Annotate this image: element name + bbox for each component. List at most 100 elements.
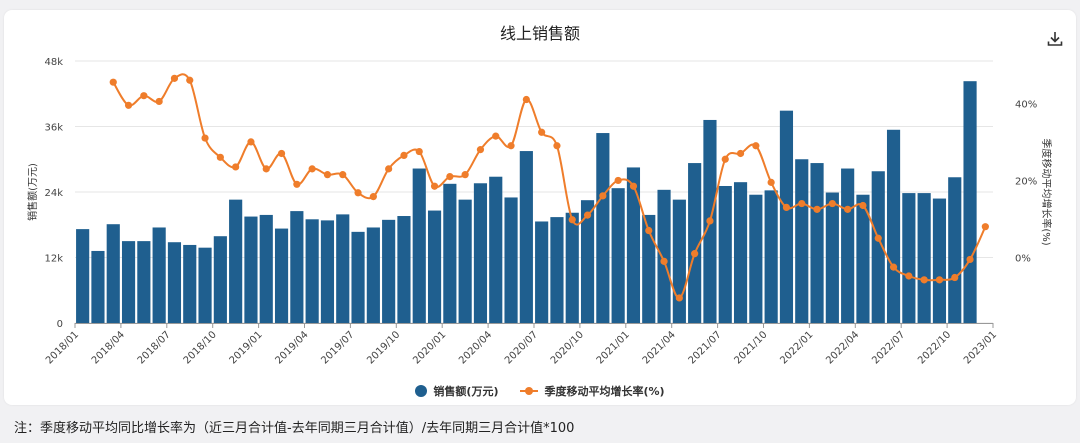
growth-point — [981, 223, 989, 231]
bar — [458, 199, 472, 323]
bar — [611, 188, 625, 323]
bar — [504, 197, 518, 323]
bar — [91, 250, 105, 323]
growth-point — [691, 250, 699, 258]
bar — [932, 198, 947, 323]
bar — [535, 221, 549, 323]
growth-point — [920, 276, 928, 284]
growth-line — [112, 73, 987, 299]
bar — [948, 177, 962, 323]
x-tick-label: 2020/01 — [411, 329, 448, 366]
bar — [229, 199, 243, 323]
y-axis-title: 销售额(万元) — [26, 163, 39, 221]
growth-point — [109, 78, 117, 86]
bar — [137, 241, 151, 323]
bar — [871, 171, 885, 323]
legend-item-sales[interactable]: 销售额(万元) — [415, 383, 498, 399]
growth-point — [293, 180, 301, 188]
y2-tick-label: 40% — [1015, 99, 1037, 110]
bar — [336, 214, 350, 323]
growth-point — [140, 92, 148, 100]
bar — [213, 236, 227, 323]
legend-label-growth: 季度移动平均增长率(%) — [544, 385, 665, 398]
legend-bar-swatch — [415, 385, 428, 397]
growth-point — [905, 272, 913, 280]
x-tick-label: 2022/07 — [870, 329, 907, 366]
bar — [733, 182, 748, 323]
chart-title: 线上销售额 — [499, 24, 580, 43]
bar — [856, 194, 870, 323]
bar — [550, 217, 564, 323]
growth-point — [583, 211, 592, 219]
bar — [718, 185, 732, 323]
growth-point — [262, 165, 270, 173]
bar — [565, 212, 579, 323]
growth-point — [599, 192, 607, 200]
bar — [412, 168, 426, 323]
y-tick-label: 24k — [44, 188, 63, 199]
growth-point — [538, 128, 546, 136]
x-tick-label: 2021/10 — [732, 329, 769, 366]
bar — [244, 216, 258, 323]
x-tick-label: 2021/01 — [595, 329, 632, 366]
bar — [76, 229, 90, 323]
growth-point — [339, 171, 347, 179]
growth-point — [736, 149, 745, 158]
bar — [489, 176, 503, 323]
bar — [106, 224, 120, 323]
growth-point — [476, 146, 485, 154]
growth-point — [369, 193, 377, 201]
bar — [580, 200, 595, 323]
growth-point — [568, 216, 576, 224]
growth-point — [889, 263, 898, 271]
growth-point — [844, 205, 852, 213]
growth-point — [415, 147, 423, 156]
growth-point — [951, 273, 959, 282]
legend-item-growth[interactable]: 季度移动平均增长率(%) — [520, 383, 665, 399]
footnote: 注：季度移动平均同比增长率为（近三月合计值-去年同期三月合计值）/去年同期三月合… — [14, 421, 575, 436]
growth-point — [522, 95, 530, 104]
x-tick-label: 2021/04 — [641, 329, 678, 366]
growth-point — [124, 101, 133, 109]
bar — [427, 210, 442, 323]
growth-point — [446, 172, 454, 181]
bar — [596, 133, 610, 323]
growth-point — [935, 276, 944, 284]
growth-point — [354, 189, 362, 197]
y-tick-label: 36k — [44, 123, 63, 134]
growth-point — [308, 165, 316, 173]
bar — [274, 228, 289, 323]
x-tick-label: 2018/07 — [136, 329, 173, 366]
bar — [963, 81, 977, 323]
growth-point — [675, 294, 683, 302]
bar — [305, 219, 319, 323]
bar — [198, 247, 212, 323]
growth-point — [752, 142, 760, 150]
legend-label-sales: 销售额(万元) — [433, 385, 499, 398]
x-tick-label: 2023/01 — [962, 329, 999, 366]
growth-point — [645, 226, 653, 235]
bar — [121, 241, 136, 323]
bar — [779, 110, 794, 323]
bar — [351, 231, 365, 323]
bar — [397, 216, 411, 323]
y-tick-label: 48k — [44, 57, 63, 68]
x-tick-label: 2018/10 — [182, 329, 219, 366]
growth-point — [155, 97, 163, 106]
bar — [183, 244, 197, 323]
x-tick-label: 2018/01 — [44, 329, 81, 366]
x-tick-label: 2020/10 — [549, 329, 586, 366]
x-tick-label: 2020/04 — [457, 329, 494, 366]
growth-point — [216, 153, 224, 161]
growth-point — [232, 163, 240, 171]
bar — [642, 214, 656, 323]
bar — [259, 214, 273, 323]
bar — [320, 220, 335, 323]
growth-point — [706, 217, 714, 225]
y-tick-label: 12k — [44, 254, 63, 265]
x-tick-label: 2022/04 — [824, 329, 861, 366]
bar — [902, 193, 916, 323]
download-icon[interactable] — [1046, 30, 1064, 48]
bar — [672, 199, 686, 323]
growth-point — [461, 171, 469, 179]
